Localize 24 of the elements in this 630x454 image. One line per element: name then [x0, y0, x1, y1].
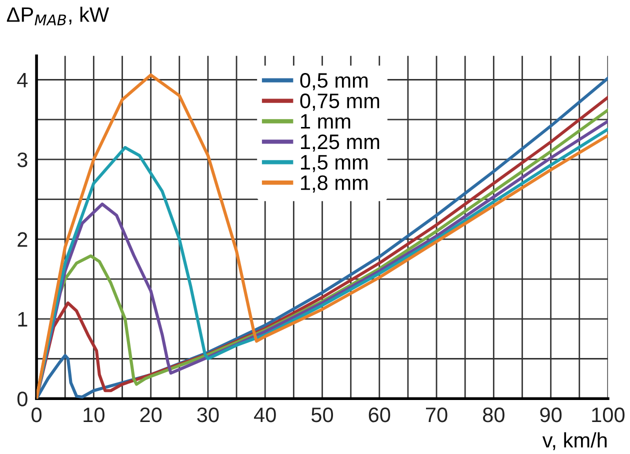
- y-tick-label: 1: [18, 312, 28, 326]
- y-tick-label: 0: [17, 392, 28, 406]
- x-tick-label: 90: [540, 407, 562, 422]
- y-tick-label: 3: [17, 152, 28, 168]
- x-tick-label: 0: [32, 407, 42, 422]
- legend-label: 1,8 mm: [301, 175, 368, 193]
- y-axis-title: ΔP$_{MAB}$, kW: [6, 6, 110, 26]
- legend-label: 1 mm: [301, 114, 350, 129]
- x-tick-label: 50: [311, 407, 334, 422]
- x-tick-label: 30: [197, 407, 219, 422]
- legend-label: 1,5 mm: [301, 155, 368, 172]
- x-tick-label: 20: [140, 407, 162, 422]
- legend-label: 0,5 mm: [300, 73, 368, 90]
- x-tick-label: 40: [254, 407, 276, 422]
- legend-label: 0,75 mm: [300, 94, 380, 111]
- y-tick-label: 4: [17, 72, 28, 88]
- x-tick-label: 60: [368, 407, 390, 422]
- legend-label: 1,25 mm: [301, 134, 380, 152]
- x-tick-label: 10: [84, 407, 104, 422]
- x-tick-label: 70: [426, 407, 448, 422]
- x-axis-title: v, km/h: [542, 432, 607, 450]
- y-tick-label: 2: [18, 232, 28, 247]
- x-tick-label: 80: [482, 407, 504, 422]
- x-tick-label: 100: [592, 407, 625, 422]
